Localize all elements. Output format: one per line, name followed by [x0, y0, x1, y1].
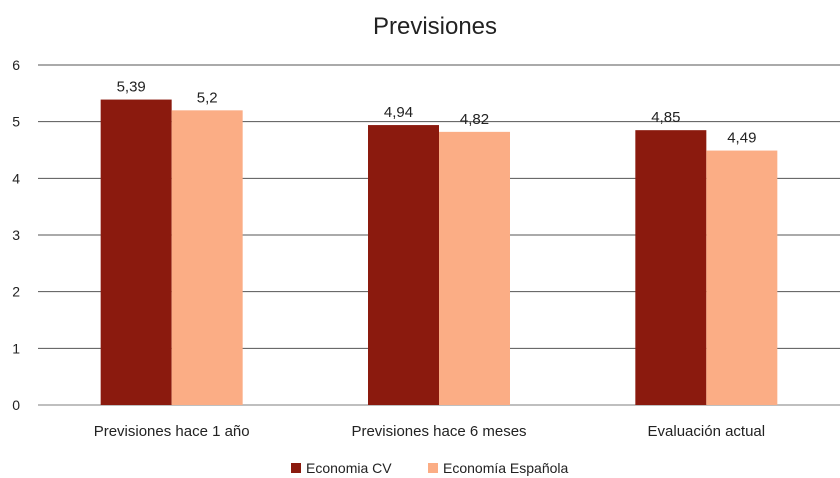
- bar-economia-espanola: [706, 150, 778, 405]
- y-tick-label: 3: [12, 227, 20, 243]
- x-tick-label: Evaluación actual: [648, 423, 766, 440]
- y-tick-label: 2: [12, 284, 20, 300]
- legend-swatch: [428, 463, 438, 473]
- y-tick-label: 6: [12, 57, 20, 73]
- data-labels: 5,39 5,2 4,94 4,82 4,85 4,49: [117, 79, 757, 147]
- y-tick-label: 5: [12, 114, 20, 130]
- chart-title: Previsiones: [373, 13, 497, 40]
- bar-economia-cv: [635, 130, 707, 405]
- data-label: 4,82: [460, 111, 489, 128]
- x-tick-label: Previsiones hace 6 meses: [351, 423, 526, 440]
- bar-economia-espanola: [171, 110, 243, 405]
- legend-label: Economía Española: [443, 460, 569, 476]
- data-label: 5,2: [197, 89, 218, 106]
- x-tick-label: Previsiones hace 1 año: [94, 423, 250, 440]
- bar-economia-cv: [100, 99, 172, 406]
- x-axis: Previsiones hace 1 año Previsiones hace 6…: [94, 423, 765, 440]
- data-label: 4,85: [651, 109, 680, 126]
- bar-economia-espanola: [439, 131, 510, 405]
- y-tick-label: 4: [12, 170, 20, 186]
- legend: Economia CV Economía Española: [291, 460, 569, 476]
- bars: [100, 99, 778, 406]
- y-axis: 0 1 2 3 4 5 6: [12, 57, 20, 413]
- bar-economia-cv: [368, 125, 439, 406]
- data-label: 5,39: [117, 79, 146, 96]
- data-label: 4,94: [384, 104, 413, 121]
- y-tick-label: 0: [12, 397, 20, 413]
- data-label: 4,49: [727, 130, 756, 147]
- legend-label: Economia CV: [306, 460, 392, 476]
- legend-swatch: [291, 463, 301, 473]
- y-tick-label: 1: [12, 340, 20, 356]
